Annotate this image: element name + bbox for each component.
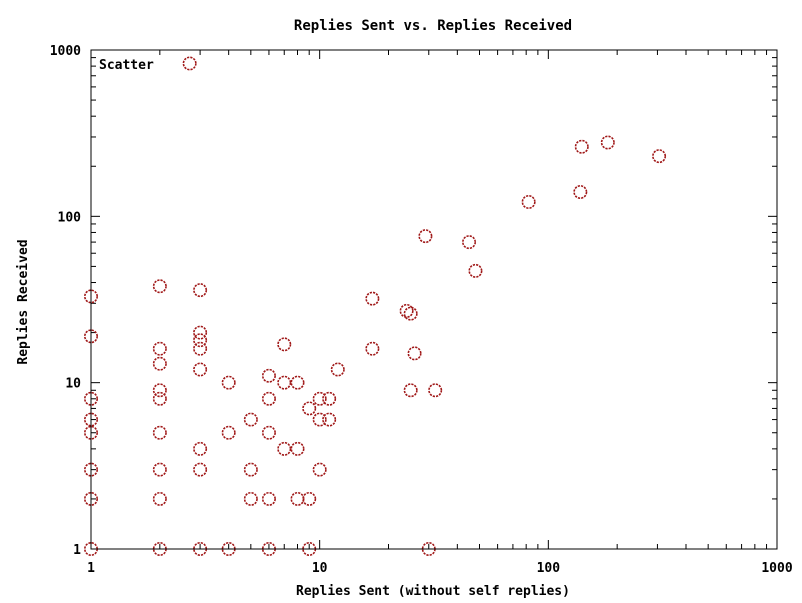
data-point (312, 412, 327, 427)
data-point (330, 362, 345, 377)
data-point (193, 325, 208, 340)
x-axis-label: Replies Sent (without self replies) (296, 584, 570, 599)
data-point (418, 229, 433, 244)
data-point (277, 337, 292, 352)
plot-frame (90, 49, 778, 550)
data-point (193, 333, 208, 348)
y-tick-label: 1000 (50, 44, 81, 59)
data-point (312, 462, 327, 477)
data-point (193, 441, 208, 456)
data-point (302, 491, 317, 506)
data-point (365, 291, 380, 306)
data-point (193, 362, 208, 377)
data-point (152, 462, 167, 477)
data-point (193, 462, 208, 477)
y-tick-label: 100 (58, 210, 82, 225)
data-point (152, 341, 167, 356)
data-point (407, 346, 422, 361)
data-point (182, 56, 197, 71)
data-point (261, 491, 276, 506)
data-point (261, 425, 276, 440)
data-point (152, 279, 167, 294)
data-point (261, 391, 276, 406)
data-point (152, 391, 167, 406)
x-tick-label: 10 (312, 561, 328, 576)
data-point (322, 391, 337, 406)
data-point (521, 194, 536, 209)
data-point (365, 341, 380, 356)
data-point (600, 135, 615, 150)
data-point (312, 391, 327, 406)
data-point (403, 306, 418, 321)
y-axis-label: Replies Received (16, 239, 31, 364)
data-point (221, 425, 236, 440)
data-point (290, 441, 305, 456)
data-point (152, 356, 167, 371)
x-tick-label: 1 (87, 561, 95, 576)
data-point (243, 412, 258, 427)
data-point (403, 383, 418, 398)
data-point (152, 425, 167, 440)
data-point (290, 375, 305, 390)
x-tick-label: 100 (537, 561, 561, 576)
y-tick-label: 1 (73, 543, 81, 558)
chart-title: Replies Sent vs. Replies Received (294, 18, 572, 34)
data-point (152, 491, 167, 506)
data-point (428, 383, 443, 398)
data-point (302, 401, 317, 416)
data-point (468, 263, 483, 278)
data-point (573, 185, 588, 200)
legend-label: Scatter (99, 58, 154, 73)
data-point (652, 149, 667, 164)
data-point (221, 375, 236, 390)
data-point (462, 235, 477, 250)
legend: Scatter (99, 58, 154, 73)
data-point (243, 491, 258, 506)
data-point (399, 303, 414, 318)
data-point (243, 462, 258, 477)
data-point (290, 491, 305, 506)
x-tick-label: 1000 (761, 561, 792, 576)
data-point (574, 139, 589, 154)
y-tick-label: 10 (65, 377, 81, 392)
data-point (277, 441, 292, 456)
data-point (261, 368, 276, 383)
data-point (193, 341, 208, 356)
data-point (322, 412, 337, 427)
data-point (193, 283, 208, 298)
data-point (152, 383, 167, 398)
data-point (277, 375, 292, 390)
